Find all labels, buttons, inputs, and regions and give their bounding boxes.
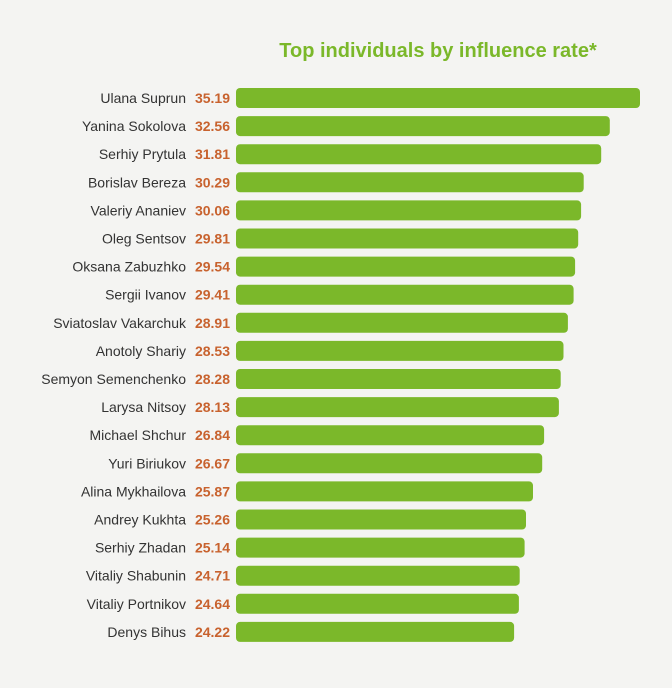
chart-title: Top individuals by influence rate*	[279, 40, 597, 62]
bar	[236, 453, 543, 474]
value-label: 25.26	[195, 512, 230, 528]
category-label: Vitaliy Portnikov	[87, 596, 186, 612]
bar	[236, 88, 640, 108]
value-label: 25.87	[195, 483, 230, 499]
value-label: 28.91	[195, 315, 230, 331]
value-label: 28.28	[195, 371, 230, 387]
bar	[236, 144, 602, 165]
category-label: Ulana Suprun	[100, 90, 186, 106]
bar	[236, 369, 561, 389]
category-label: Larysa Nitsoy	[101, 399, 186, 415]
category-label: Vitaliy Shabunin	[86, 568, 186, 584]
value-label: 24.71	[195, 568, 230, 584]
bar	[236, 425, 545, 446]
category-label: Serhiy Prytula	[99, 146, 186, 162]
value-label: 32.56	[195, 118, 230, 134]
category-label: Sviatoslav Vakarchuk	[53, 315, 187, 331]
bar	[236, 621, 515, 642]
category-label: Yanina Sokolova	[82, 118, 186, 134]
category-label: Alina Mykhailova	[81, 483, 186, 499]
value-label: 26.84	[195, 427, 230, 443]
bar	[236, 565, 520, 586]
bar	[236, 312, 568, 333]
bar	[236, 340, 564, 361]
category-label: Valeriy Ananiev	[91, 202, 186, 218]
bar	[236, 228, 579, 249]
category-label: Andrey Kukhta	[94, 512, 186, 528]
category-label: Oleg Sentsov	[102, 231, 186, 247]
value-label: 29.41	[195, 287, 230, 303]
bar	[236, 481, 533, 502]
category-label: Michael Shchur	[90, 427, 187, 443]
category-label: Semyon Semenchenko	[41, 371, 186, 387]
value-label: 31.81	[195, 146, 230, 162]
category-label: Anotoly Shariy	[96, 343, 186, 359]
bar	[236, 116, 610, 137]
category-label: Sergii Ivanov	[105, 287, 186, 303]
category-label: Denys Bihus	[107, 624, 186, 640]
value-label: 29.81	[195, 231, 230, 247]
value-label: 30.29	[195, 174, 230, 190]
value-label: 25.14	[195, 540, 230, 556]
bar	[236, 284, 574, 305]
value-label: 24.22	[195, 624, 230, 640]
value-label: 29.54	[195, 259, 230, 275]
value-label: 30.06	[195, 202, 230, 218]
category-label: Yuri Biriukov	[108, 455, 186, 471]
bar	[236, 200, 582, 221]
category-label: Serhiy Zhadan	[95, 540, 186, 556]
value-label: 28.53	[195, 343, 230, 359]
value-label: 35.19	[195, 90, 230, 106]
bar	[236, 172, 584, 193]
bar	[236, 509, 526, 530]
bar	[236, 256, 576, 277]
category-label: Oksana Zabuzhko	[72, 259, 186, 275]
bar	[236, 397, 559, 418]
value-label: 26.67	[195, 455, 230, 471]
bar	[236, 537, 525, 558]
category-label: Borislav Bereza	[88, 174, 186, 190]
value-label: 24.64	[195, 596, 230, 612]
value-label: 28.13	[195, 399, 230, 415]
bar	[236, 593, 519, 614]
